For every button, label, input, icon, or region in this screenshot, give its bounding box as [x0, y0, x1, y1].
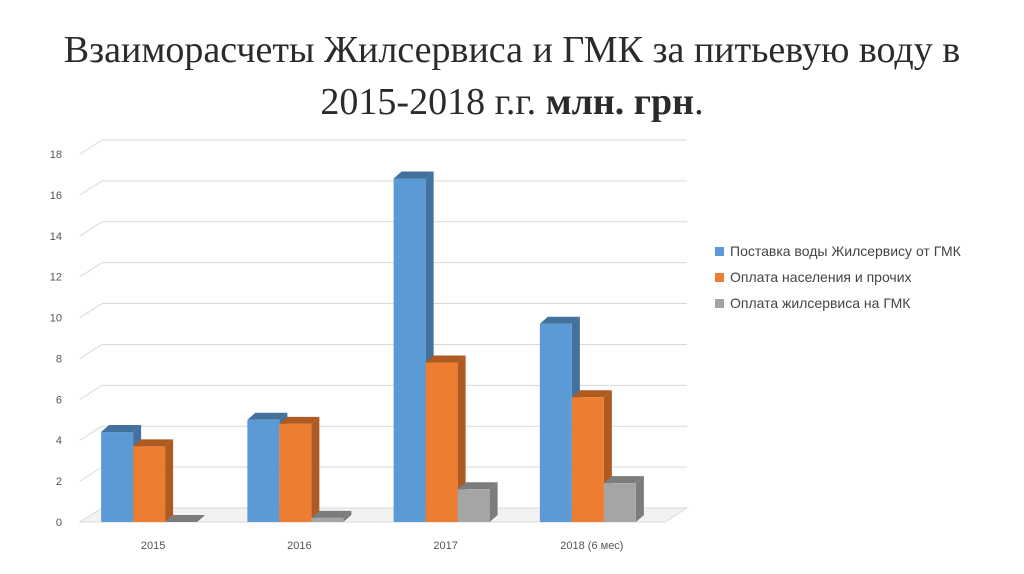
legend-label-zhilservis-payment: Оплата жилсервиса на ГМК [730, 295, 911, 311]
bar [393, 178, 426, 523]
title-period: . [694, 81, 704, 123]
legend-item-zhilservis-payment: Оплата жилсервиса на ГМК [715, 290, 961, 316]
legend-item-supply: Поставка воды Жилсервису от ГМК [715, 238, 961, 264]
bar-top [457, 482, 498, 490]
bar-top [603, 476, 644, 484]
title-line-2: 2015-2018 г.г. млн. грн. [0, 76, 1024, 128]
bar-top [393, 171, 434, 179]
bar [571, 397, 604, 522]
legend-label-supply: Поставка воды Жилсервису от ГМК [730, 243, 961, 259]
gridline-depth [79, 262, 103, 278]
legend-item-population-payment: Оплата населения и прочих [715, 264, 961, 290]
y-tick-label: 12 [50, 272, 62, 284]
x-tick-label: 2015 [141, 540, 165, 552]
bar-top [425, 355, 466, 363]
gridline-depth [79, 425, 103, 441]
legend-swatch-zhilservis-payment [715, 298, 724, 308]
title-units: млн. грн [545, 81, 695, 123]
bar-top [571, 390, 612, 398]
gridline-depth [79, 303, 103, 318]
bar-top [311, 510, 352, 518]
gridline-depth [79, 221, 103, 237]
x-tick-label: 2016 [287, 540, 311, 552]
bar [539, 323, 572, 522]
bar [457, 489, 490, 522]
legend-label-population-payment: Оплата населения и прочих [730, 269, 912, 285]
bar-side [457, 355, 466, 522]
y-tick-label: 14 [50, 231, 62, 243]
bar-side [165, 439, 174, 522]
title-line-1: Взаиморасчеты Жилсервиса и ГМК за питьев… [63, 29, 961, 71]
bar-top [539, 316, 580, 324]
bar-side [311, 416, 320, 522]
y-tick-label: 6 [56, 394, 62, 406]
y-tick-label: 10 [50, 313, 62, 325]
x-tick-label: 2018 (6 мес) [560, 540, 623, 552]
bar-side [635, 476, 644, 522]
bar [425, 362, 458, 522]
gridline-depth [79, 466, 103, 482]
bar [133, 446, 166, 522]
y-tick-label: 18 [50, 149, 62, 161]
y-tick-label: 4 [56, 435, 62, 447]
bar [101, 432, 134, 522]
title-years: 2015-2018 г.г. [320, 81, 537, 123]
bar-top [247, 412, 288, 420]
bar-side [343, 510, 352, 522]
bar-top [279, 416, 320, 424]
bar-top [101, 425, 142, 433]
bar-top [165, 515, 206, 522]
gridline-depth [79, 344, 103, 359]
bar [247, 419, 280, 522]
bar-side [489, 482, 498, 522]
y-tick-label: 16 [50, 190, 62, 202]
chart-title: Взаиморасчеты Жилсервиса и ГМК за питьев… [0, 24, 1024, 128]
gridline-depth [79, 384, 103, 400]
chart-legend: Поставка воды Жилсервису от ГМК Оплата н… [715, 238, 961, 316]
gridline-depth [79, 180, 103, 196]
bar [279, 423, 312, 522]
bar [311, 517, 344, 522]
legend-swatch-population-payment [715, 272, 724, 282]
y-tick-label: 2 [56, 476, 62, 488]
gridline-depth [79, 139, 103, 155]
bar-top [133, 439, 174, 447]
bar [603, 483, 636, 522]
legend-swatch-supply [715, 246, 724, 256]
y-tick-label: 0 [56, 517, 62, 529]
x-tick-label: 2017 [433, 540, 457, 552]
y-tick-label: 8 [56, 353, 62, 365]
